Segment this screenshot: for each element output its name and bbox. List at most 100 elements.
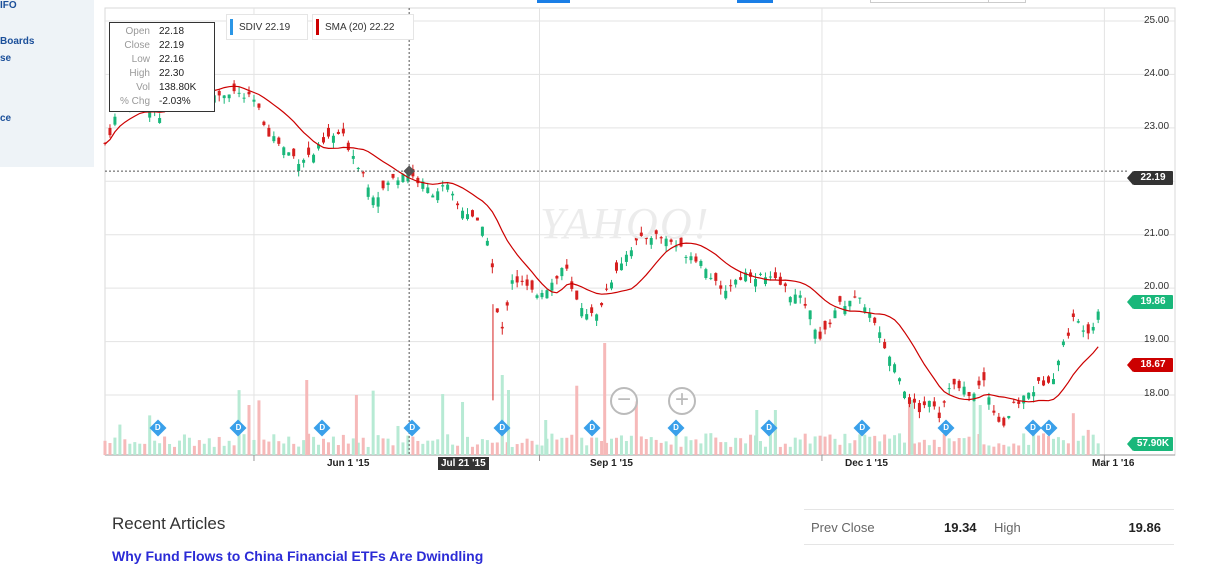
dividend-marker[interactable]: D	[149, 419, 167, 437]
legend-sma[interactable]: SMA (20) 22.22	[312, 14, 414, 40]
volume-bar	[391, 445, 395, 455]
sidebar-item-info[interactable]: IFO	[0, 0, 17, 11]
candle-body	[292, 148, 296, 157]
candle-body	[515, 276, 519, 283]
volume-bar	[520, 442, 524, 455]
volume-bar	[535, 444, 539, 455]
candle-body	[992, 410, 996, 413]
candle-body	[391, 173, 395, 178]
volume-bar	[426, 440, 430, 455]
volume-bar	[297, 446, 301, 455]
volume-bar	[1022, 433, 1026, 455]
zoom-in-button[interactable]: +	[668, 387, 696, 415]
candle-body	[575, 290, 579, 300]
candle-body	[545, 290, 549, 299]
volume-bar	[354, 395, 358, 455]
candle-body	[962, 386, 966, 395]
candle-body	[595, 314, 599, 321]
volume-bar	[118, 424, 122, 455]
volume-bar	[868, 436, 872, 455]
volume-bar	[138, 443, 142, 455]
candle-body	[361, 172, 365, 174]
top-control-2[interactable]	[988, 0, 1026, 3]
tooltip-value: 138.80K	[159, 82, 197, 93]
volume-bar	[848, 443, 852, 455]
dividend-marker[interactable]: D	[313, 419, 331, 437]
dividend-marker[interactable]: D	[667, 419, 685, 437]
volume-bar	[843, 433, 847, 455]
dividend-label: D	[319, 423, 326, 432]
dividend-marker[interactable]: D	[1024, 419, 1042, 437]
tooltip-value: 22.30	[159, 68, 185, 79]
dividend-marker[interactable]: D	[583, 419, 601, 437]
volume-bar	[1066, 443, 1070, 455]
volume-bar	[326, 442, 330, 455]
volume-bar	[421, 443, 425, 455]
volume-bar	[336, 445, 340, 455]
volume-bar	[187, 437, 191, 455]
candle-body	[823, 320, 827, 330]
volume-bar	[1012, 443, 1016, 455]
y-tick-label: 19.00	[1144, 334, 1170, 345]
candle-body	[1056, 360, 1060, 366]
dividend-marker[interactable]: D	[1040, 419, 1057, 437]
article-link[interactable]: Why Fund Flows to China Financial ETFs A…	[112, 548, 484, 564]
tooltip-value: 22.19	[159, 40, 185, 51]
legend-symbol[interactable]: SDIV 22.19	[226, 14, 308, 40]
volume-tag: 57.90K	[1127, 437, 1173, 451]
volume-bar	[629, 435, 633, 455]
crosshair-date-label: Jul 21 '15	[438, 457, 489, 470]
dividend-marker[interactable]: D	[493, 419, 511, 437]
candle-body	[649, 238, 653, 245]
top-tab-indicator[interactable]	[537, 0, 570, 3]
volume-bar	[177, 440, 181, 455]
volume-bar	[103, 440, 107, 455]
volume-bar	[917, 442, 921, 455]
sidebar-item-boards[interactable]: Boards	[0, 36, 35, 47]
volume-bar	[386, 438, 390, 455]
candle-body	[664, 238, 668, 247]
dividend-marker[interactable]: D	[937, 419, 955, 437]
candle-body	[828, 322, 832, 325]
dividend-marker[interactable]: D	[853, 419, 871, 437]
dividend-marker[interactable]: D	[760, 419, 778, 437]
candle-body	[942, 401, 946, 403]
candle-body	[1096, 311, 1100, 320]
candle-body	[600, 302, 604, 306]
top-tab-indicator-2[interactable]	[737, 0, 773, 3]
candle-body	[644, 237, 648, 240]
volume-bar	[356, 442, 360, 455]
candle-body	[331, 135, 335, 143]
candle-body	[818, 331, 822, 339]
volume-bar	[699, 443, 703, 455]
candle-body	[505, 302, 509, 306]
volume-bar	[490, 442, 494, 455]
volume-bar	[451, 444, 455, 455]
candle-body	[868, 312, 872, 318]
candle-body	[684, 256, 688, 258]
dividend-marker[interactable]: D	[403, 419, 421, 437]
candle-body	[386, 182, 390, 186]
candle-body	[222, 95, 226, 99]
volume-bar	[515, 444, 519, 455]
volume-bar	[331, 436, 335, 455]
candle-body	[912, 398, 916, 403]
sidebar-item-ce[interactable]: ce	[0, 113, 12, 124]
volume-bar	[123, 439, 127, 455]
volume-bar	[768, 433, 772, 455]
candle-body	[639, 232, 643, 236]
volume-bar	[758, 441, 762, 455]
candle-body	[550, 282, 554, 291]
volume-bar	[788, 446, 792, 455]
volume-bar	[624, 440, 628, 455]
sidebar-item-se[interactable]: se	[0, 53, 12, 64]
zoom-out-button[interactable]: −	[610, 387, 638, 415]
dividend-marker[interactable]: D	[229, 419, 247, 437]
dividend-label: D	[859, 423, 866, 432]
volume-bar	[1091, 434, 1095, 455]
candle-body	[421, 181, 425, 189]
volume-bar	[158, 443, 162, 455]
volume-bar	[679, 446, 683, 455]
candle-body	[937, 412, 941, 419]
